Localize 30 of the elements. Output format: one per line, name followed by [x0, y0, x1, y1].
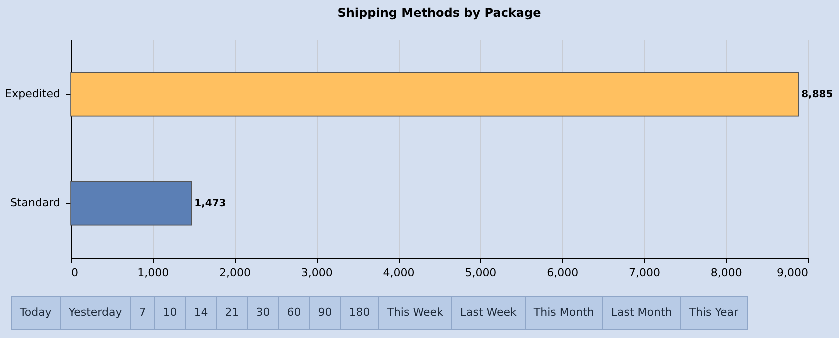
text: Last Month	[602, 296, 682, 330]
x-tick-label: 0	[72, 266, 78, 280]
text: 90	[309, 296, 342, 330]
text: 21	[216, 296, 248, 330]
x-tick-label: 7,000	[628, 266, 660, 280]
x-tick-label: 1,000	[138, 266, 170, 280]
text: Today	[11, 296, 61, 330]
x-tick-label: 2,000	[220, 266, 252, 280]
x-tick-label: 3,000	[301, 266, 333, 280]
text: 7	[130, 296, 156, 330]
text: Last Week	[451, 296, 526, 330]
chart-title: Shipping Methods by Package	[338, 6, 542, 20]
x-tick-label: 9,000	[777, 266, 808, 280]
x-tick-label: 6,000	[547, 266, 579, 280]
x-tick-label: 8,000	[710, 266, 742, 280]
x-tick-label: 5,000	[465, 266, 497, 280]
text: 30	[247, 296, 280, 330]
y-tick-label: Standard	[10, 196, 60, 210]
x-tick-label: 4,000	[383, 266, 415, 280]
text: This Month	[524, 296, 604, 330]
text: This Week	[378, 296, 452, 330]
data-label: 8,885	[802, 90, 834, 100]
text: 180	[340, 296, 380, 330]
text: 14	[185, 296, 218, 330]
y-tick-label: Expedited	[5, 88, 60, 100]
text: This Year	[680, 296, 748, 330]
text: Yesterday	[60, 296, 132, 330]
text: 60	[278, 296, 310, 330]
data-label: 1,473	[194, 198, 226, 210]
text: 10	[154, 296, 186, 330]
